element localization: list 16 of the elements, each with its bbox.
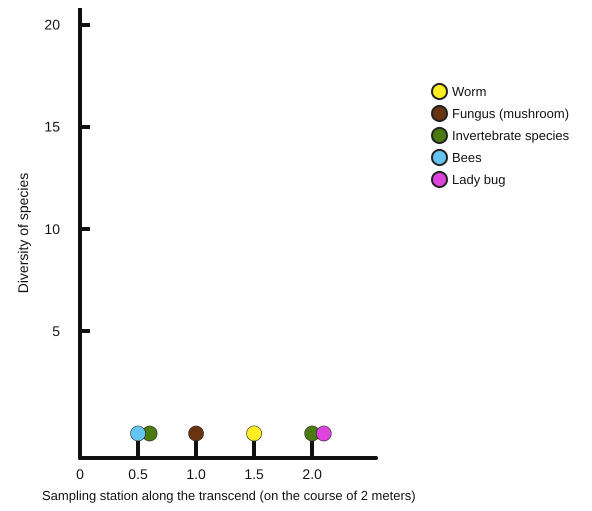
y-tick-label: 20 — [44, 16, 60, 32]
x-tick-label: 1.5 — [244, 466, 264, 482]
legend-label: Fungus (mushroom) — [452, 106, 570, 121]
y-tick-label: 15 — [44, 118, 60, 135]
y-tick-label: 5 — [52, 323, 60, 340]
x-tick-label: 2.0 — [302, 466, 322, 482]
x-axis-title: Sampling station along the transcend (on the course of 2 meters) — [42, 488, 416, 503]
x-tick-label: 1.0 — [186, 466, 206, 482]
legend-label: Lady bug — [452, 172, 506, 187]
legend-label: Worm — [452, 84, 486, 99]
legend-label: Bees — [452, 150, 482, 165]
legend-label: Invertebrate species — [452, 128, 570, 143]
x-tick-label: 0.5 — [128, 466, 148, 482]
x-tick-label: 0 — [76, 466, 84, 482]
y-tick-label: 10 — [44, 220, 60, 237]
y-axis-title: Diversity of species — [15, 172, 31, 294]
